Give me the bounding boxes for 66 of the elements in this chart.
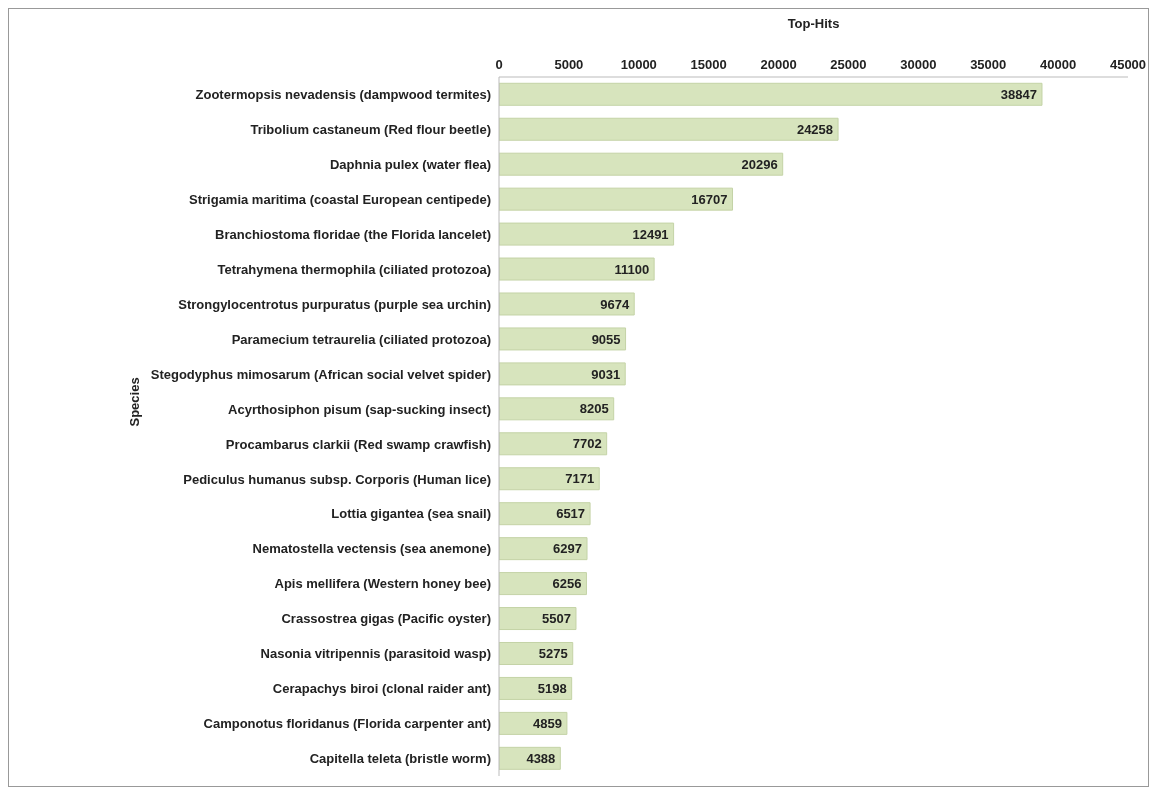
- data-label: 6256: [552, 576, 582, 592]
- data-label: 12491: [632, 226, 669, 242]
- y-tick-label: Strigamia maritima (coastal European centipede): [189, 191, 491, 207]
- x-tick-label: 40000: [1040, 57, 1077, 72]
- data-label: 24258: [796, 121, 834, 137]
- data-label: 5507: [542, 611, 571, 627]
- data-label: 7171: [565, 471, 595, 487]
- y-tick-label: Tribolium castaneum (Red flour beetle): [250, 122, 491, 138]
- data-label: 4859: [533, 716, 562, 732]
- x-tick-label: 5000: [554, 57, 584, 72]
- y-tick-label: Paramecium tetraurelia (ciliated protozoa): [231, 331, 491, 347]
- y-tick-label: Zootermopsis nevadensis (dampwood termites): [195, 87, 491, 103]
- y-axis-title: Species: [126, 377, 142, 427]
- y-tick-label: Capitella teleta (bristle worm): [309, 751, 491, 767]
- y-tick-label: Acyrthosiphon pisum (sap-sucking insect): [228, 401, 491, 417]
- y-tick-label: Cerapachys biroi (clonal raider ant): [272, 681, 491, 697]
- y-tick-label: Pediculus humanus subsp. Corporis (Human lice): [183, 471, 491, 487]
- x-tick-label: 15000: [690, 57, 727, 72]
- bar: [499, 432, 608, 456]
- data-label: 5198: [537, 681, 567, 697]
- y-tick-label: Procambarus clarkii (Red swamp crawfish): [225, 436, 491, 452]
- data-label: 5275: [538, 646, 568, 662]
- y-tick-label: Daphnia pulex (water flea): [329, 156, 491, 172]
- data-label: 16707: [691, 191, 728, 207]
- bar: [499, 292, 635, 316]
- data-label: 20296: [741, 156, 778, 172]
- x-axis-title: Top-Hits: [787, 16, 840, 32]
- y-tick-label: Stegodyphus mimosarum (African social velvet spider): [150, 366, 491, 382]
- data-label: 9031: [591, 366, 621, 382]
- x-tick-label: 20000: [760, 57, 797, 72]
- bar: [499, 187, 734, 211]
- data-label: 7702: [572, 436, 602, 452]
- bar: [499, 257, 655, 281]
- x-tick-label: 10000: [620, 57, 657, 72]
- bar: [499, 362, 626, 386]
- y-tick-label: Tetrahymena thermophila (ciliated protozoa): [217, 261, 491, 277]
- y-tick-label: Apis mellifera (Western honey bee): [274, 576, 491, 592]
- x-tick-label: 0: [495, 57, 503, 72]
- x-tick-label: 45000: [1109, 57, 1147, 72]
- bar: [499, 117, 839, 141]
- bar: [499, 467, 600, 491]
- data-label: 6517: [556, 506, 586, 522]
- y-tick-label: Crassostrea gigas (Pacific oyster): [281, 611, 491, 627]
- data-label: 38847: [1000, 86, 1037, 102]
- data-label: 9674: [600, 296, 630, 312]
- y-tick-label: Strongylocentrotus purpuratus (purple sea urchin): [178, 296, 491, 312]
- y-tick-label: Nasonia vitripennis (parasitoid wasp): [260, 646, 491, 662]
- x-tick-label: 30000: [900, 57, 937, 72]
- bar: [499, 327, 627, 351]
- x-tick-label: 35000: [970, 57, 1007, 72]
- data-label: 11100: [614, 261, 650, 277]
- bar: [499, 152, 784, 176]
- data-label: 4388: [526, 750, 556, 766]
- bar: [499, 82, 1043, 106]
- data-label: 6297: [553, 541, 583, 557]
- bar: [499, 502, 591, 526]
- y-tick-label: Lottia gigantea (sea snail): [331, 506, 491, 522]
- y-tick-label: Camponotus floridanus (Florida carpenter ant): [203, 716, 491, 732]
- bar: [499, 222, 675, 246]
- data-label: 9055: [591, 331, 621, 347]
- bar: [499, 397, 615, 421]
- bar: [499, 537, 588, 561]
- y-tick-label: Branchiostoma floridae (the Florida lancelet): [215, 226, 491, 242]
- data-label: 8205: [579, 401, 609, 417]
- y-tick-label: Nematostella vectensis (sea anemone): [252, 541, 491, 557]
- x-tick-label: 25000: [830, 57, 867, 72]
